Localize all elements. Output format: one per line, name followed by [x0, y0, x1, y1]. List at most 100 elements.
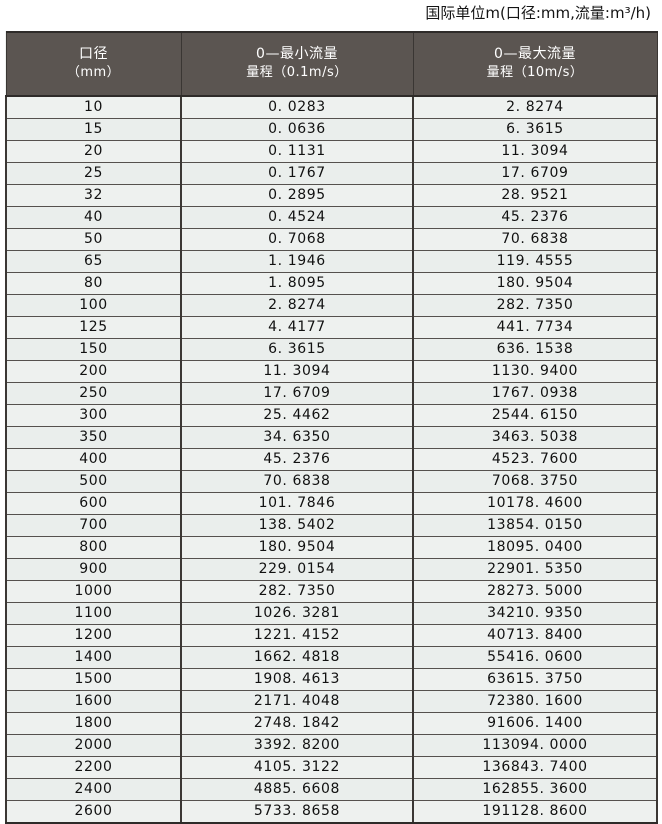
cell-min-flow: 180. 9504: [180, 536, 414, 559]
cell-max-flow-value: 28. 9521: [501, 187, 569, 203]
cell-diameter: 10: [5, 95, 182, 119]
cell-max-flow: 10178. 4600: [412, 492, 658, 515]
cell-max-flow: 7068. 3750: [412, 470, 658, 493]
cell-max-flow: 636. 1538: [412, 338, 658, 361]
column-header-max-flow: 0—最大流量 量程（10m/s）: [412, 31, 658, 97]
table-row: 600 101. 7846 10178. 4600: [5, 492, 658, 515]
cell-diameter-value: 700: [79, 517, 108, 533]
cell-diameter-value: 350: [79, 429, 108, 445]
cell-min-flow-value: 2171. 4048: [253, 693, 341, 709]
cell-diameter-value: 500: [79, 473, 108, 489]
cell-diameter-value: 250: [79, 385, 108, 401]
cell-min-flow: 4885. 6608: [180, 778, 414, 801]
cell-min-flow: 45. 2376: [180, 448, 414, 471]
table-header: 口径 （mm） 0—最小流量 量程（0.1m/s） 0—最大流量 量程（10m/…: [5, 31, 658, 97]
cell-diameter: 2400: [5, 778, 182, 801]
cell-diameter-value: 1500: [74, 671, 113, 687]
cell-min-flow-value: 2748. 1842: [253, 715, 341, 731]
flow-range-table: 口径 （mm） 0—最小流量 量程（0.1m/s） 0—最大流量 量程（10m/…: [5, 31, 658, 824]
cell-max-flow-value: 91606. 1400: [487, 715, 583, 731]
cell-diameter: 300: [5, 404, 182, 427]
cell-diameter: 900: [5, 558, 182, 581]
cell-max-flow-value: 17. 6709: [501, 165, 569, 181]
cell-max-flow: 162855. 3600: [412, 778, 658, 801]
table-row: 250 17. 6709 1767. 0938: [5, 382, 658, 405]
cell-diameter: 25: [5, 162, 182, 185]
cell-min-flow-value: 0. 7068: [268, 231, 326, 247]
cell-diameter-value: 100: [79, 297, 108, 313]
cell-min-flow-value: 70. 6838: [263, 473, 331, 489]
cell-min-flow: 17. 6709: [180, 382, 414, 405]
cell-min-flow: 5733. 8658: [180, 800, 414, 824]
cell-diameter: 600: [5, 492, 182, 515]
cell-diameter-value: 25: [83, 165, 103, 181]
cell-min-flow-value: 282. 7350: [258, 583, 336, 599]
cell-min-flow: 0. 4524: [180, 206, 414, 229]
table-row: 500 70. 6838 7068. 3750: [5, 470, 658, 493]
cell-min-flow: 229. 0154: [180, 558, 414, 581]
cell-diameter-value: 600: [79, 495, 108, 511]
cell-max-flow-value: 191128. 8600: [482, 803, 588, 819]
column-header-min-flow-line1: 0—最小流量: [256, 45, 338, 62]
table-row: 1200 1221. 4152 40713. 8400: [5, 624, 658, 647]
cell-max-flow: 1130. 9400: [412, 360, 658, 383]
table-row: 1600 2171. 4048 72380. 1600: [5, 690, 658, 713]
cell-max-flow-value: 2. 8274: [506, 99, 564, 115]
cell-min-flow: 6. 3615: [180, 338, 414, 361]
cell-max-flow-value: 282. 7350: [496, 297, 574, 313]
table-row: 900 229. 0154 22901. 5350: [5, 558, 658, 581]
cell-diameter-value: 2600: [74, 803, 113, 819]
cell-max-flow: 70. 6838: [412, 228, 658, 251]
cell-max-flow-value: 7068. 3750: [491, 473, 579, 489]
column-header-max-flow-line2: 量程（10m/s）: [486, 64, 584, 80]
table-row: 2400 4885. 6608 162855. 3600: [5, 778, 658, 801]
cell-max-flow-value: 40713. 8400: [487, 627, 583, 643]
cell-max-flow: 119. 4555: [412, 250, 658, 273]
cell-min-flow-value: 0. 4524: [268, 209, 326, 225]
cell-max-flow: 4523. 7600: [412, 448, 658, 471]
cell-min-flow: 1662. 4818: [180, 646, 414, 669]
cell-min-flow-value: 6. 3615: [268, 341, 326, 357]
cell-diameter: 700: [5, 514, 182, 537]
table-row: 32 0. 2895 28. 9521: [5, 184, 658, 207]
cell-min-flow-value: 3392. 8200: [253, 737, 341, 753]
cell-min-flow: 4105. 3122: [180, 756, 414, 779]
cell-max-flow: 45. 2376: [412, 206, 658, 229]
cell-min-flow-value: 101. 7846: [258, 495, 336, 511]
cell-min-flow: 1026. 3281: [180, 602, 414, 625]
cell-diameter: 1100: [5, 602, 182, 625]
cell-min-flow-value: 4. 4177: [268, 319, 326, 335]
cell-min-flow: 0. 7068: [180, 228, 414, 251]
table-body: 10 0. 0283 2. 8274 15 0. 0636 6. 3615 20 0. 113…: [5, 95, 658, 824]
cell-max-flow: 11. 3094: [412, 140, 658, 163]
table-row: 2600 5733. 8658 191128. 8600: [5, 800, 658, 824]
table-row: 40 0. 4524 45. 2376: [5, 206, 658, 229]
cell-diameter-value: 65: [83, 253, 103, 269]
cell-diameter: 15: [5, 118, 182, 141]
cell-diameter: 2000: [5, 734, 182, 757]
cell-diameter: 400: [5, 448, 182, 471]
cell-min-flow: 11. 3094: [180, 360, 414, 383]
cell-min-flow: 0. 0283: [180, 95, 414, 119]
cell-diameter-value: 80: [83, 275, 103, 291]
cell-max-flow: 28. 9521: [412, 184, 658, 207]
cell-diameter-value: 2200: [74, 759, 113, 775]
cell-max-flow: 55416. 0600: [412, 646, 658, 669]
cell-min-flow-value: 0. 0636: [268, 121, 326, 137]
cell-min-flow-value: 1026. 3281: [253, 605, 341, 621]
cell-max-flow: 113094. 0000: [412, 734, 658, 757]
cell-min-flow-value: 2. 8274: [268, 297, 326, 313]
cell-min-flow: 1908. 4613: [180, 668, 414, 691]
cell-diameter: 40: [5, 206, 182, 229]
table-row: 300 25. 4462 2544. 6150: [5, 404, 658, 427]
cell-diameter-value: 900: [79, 561, 108, 577]
table-title: 国际单位m(口径:mm,流量:m³/h): [0, 2, 655, 24]
cell-min-flow-value: 138. 5402: [258, 517, 336, 533]
cell-max-flow-value: 2544. 6150: [491, 407, 579, 423]
cell-max-flow-value: 10178. 4600: [487, 495, 583, 511]
cell-min-flow-value: 1221. 4152: [253, 627, 341, 643]
cell-min-flow-value: 4885. 6608: [253, 781, 341, 797]
table-row: 1100 1026. 3281 34210. 9350: [5, 602, 658, 625]
cell-min-flow: 0. 1767: [180, 162, 414, 185]
